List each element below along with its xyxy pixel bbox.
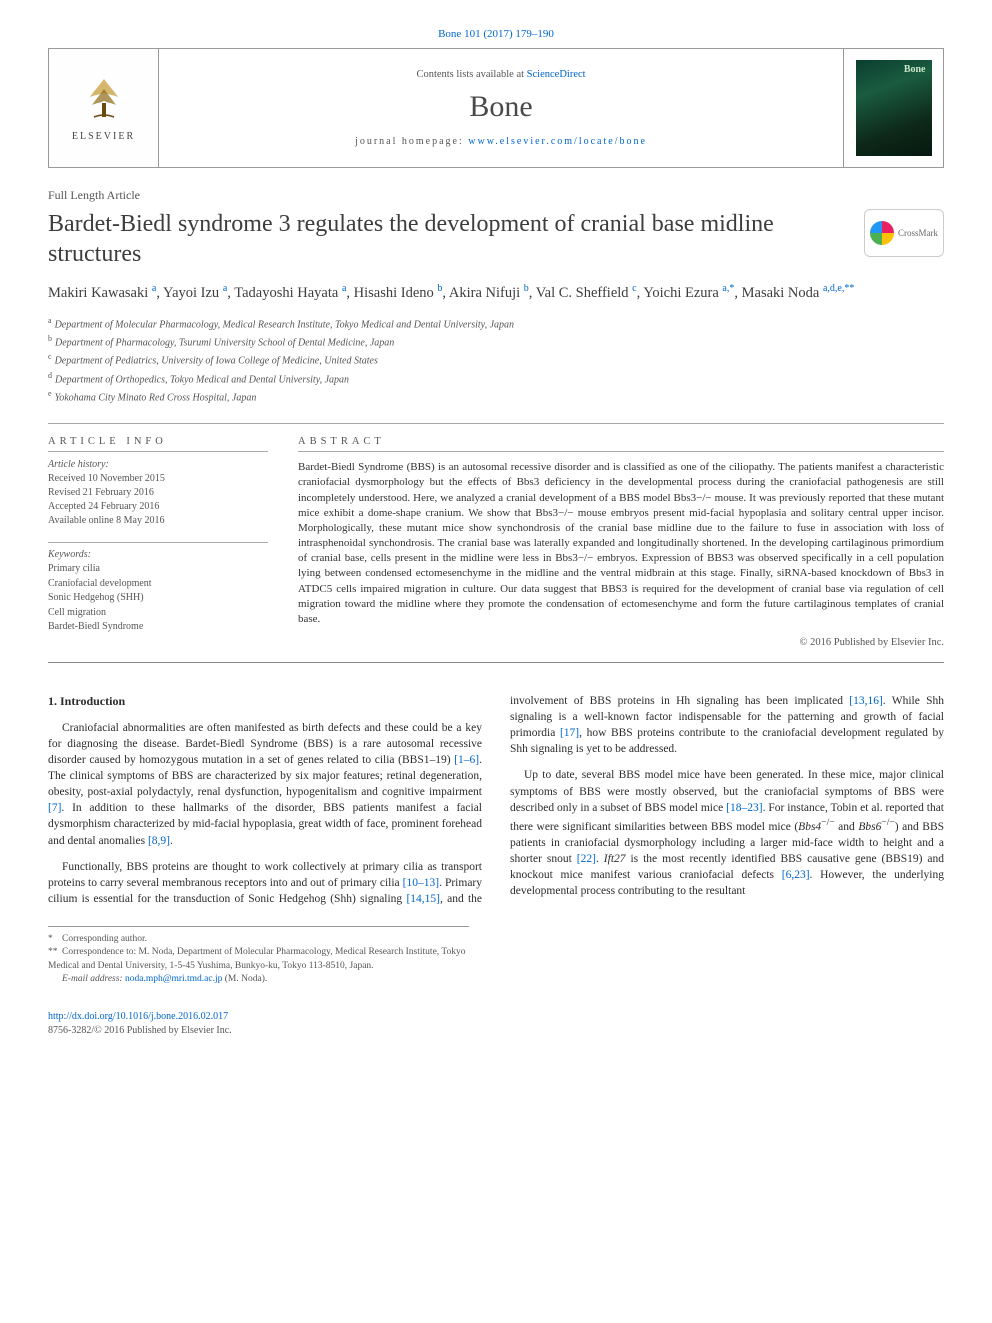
affiliation-line: bDepartment of Pharmacology, Tsurumi Uni… <box>48 333 944 350</box>
issn-copyright: 8756-3282/© 2016 Published by Elsevier I… <box>48 1024 944 1038</box>
body-paragraph: Craniofacial abnormalities are often man… <box>48 720 482 849</box>
keyword: Bardet-Biedl Syndrome <box>48 620 268 635</box>
affiliation-line: aDepartment of Molecular Pharmacology, M… <box>48 315 944 332</box>
history-line: Revised 21 February 2016 <box>48 486 268 500</box>
citation-header: Bone 101 (2017) 179–190 <box>48 28 944 40</box>
ref-link[interactable]: [6,23] <box>782 869 810 881</box>
keyword: Cell migration <box>48 606 268 621</box>
divider <box>48 423 944 424</box>
article-type: Full Length Article <box>48 188 944 203</box>
keyword: Primary cilia <box>48 562 268 577</box>
elsevier-tree-icon <box>80 75 128 123</box>
affiliation-line: dDepartment of Orthopedics, Tokyo Medica… <box>48 370 944 387</box>
ref-link[interactable]: [18–23] <box>726 802 762 814</box>
body-paragraph: Up to date, several BBS model mice have … <box>510 767 944 899</box>
email-suffix: (M. Noda). <box>222 974 267 984</box>
ref-link[interactable]: [14,15] <box>406 893 440 905</box>
ref-link[interactable]: [1–6] <box>454 754 479 766</box>
journal-cover-thumb <box>856 60 932 156</box>
ref-link[interactable]: [10–13] <box>403 877 439 889</box>
keywords: Primary ciliaCraniofacial developmentSon… <box>48 562 268 635</box>
abstract-copyright: © 2016 Published by Elsevier Inc. <box>298 637 944 648</box>
affiliation-line: eYokohama City Minato Red Cross Hospital… <box>48 388 944 405</box>
ref-link[interactable]: [17] <box>560 727 579 739</box>
footnote-text: Correspondence to: M. Noda, Department o… <box>48 947 466 970</box>
contents-line: Contents lists available at ScienceDirec… <box>416 69 585 80</box>
footnote-symbol: * <box>48 933 62 946</box>
ref-link[interactable]: [7] <box>48 802 61 814</box>
history-line: Received 10 November 2015 <box>48 472 268 486</box>
citation-link[interactable]: Bone 101 (2017) 179–190 <box>438 28 554 40</box>
crossmark-icon <box>870 221 894 245</box>
affiliation-line: cDepartment of Pediatrics, University of… <box>48 351 944 368</box>
doi-link[interactable]: http://dx.doi.org/10.1016/j.bone.2016.02… <box>48 1011 228 1022</box>
homepage-prefix: journal homepage: <box>355 136 468 147</box>
crossmark-badge[interactable]: CrossMark <box>864 209 944 257</box>
publisher-cell: ELSEVIER <box>49 49 159 167</box>
affiliations: aDepartment of Molecular Pharmacology, M… <box>48 315 944 406</box>
sciencedirect-link[interactable]: ScienceDirect <box>527 69 586 80</box>
footnotes: *Corresponding author. **Correspondence … <box>48 926 469 986</box>
abstract-text: Bardet-Biedl Syndrome (BBS) is an autoso… <box>298 460 944 627</box>
ref-link[interactable]: [22] <box>577 853 596 865</box>
contents-prefix: Contents lists available at <box>416 69 526 80</box>
email-label: E-mail address: <box>62 974 125 984</box>
keyword: Craniofacial development <box>48 577 268 592</box>
email-link[interactable]: noda.mph@mri.tmd.ac.jp <box>125 974 222 984</box>
keywords-label: Keywords: <box>48 549 268 560</box>
keyword: Sonic Hedgehog (SHH) <box>48 591 268 606</box>
footnote-text: Corresponding author. <box>62 934 147 944</box>
abstract-column: abstract Bardet-Biedl Syndrome (BBS) is … <box>298 436 944 648</box>
article-history: Article history: Received 10 November 20… <box>48 458 268 528</box>
intro-heading: 1. Introduction <box>48 693 482 710</box>
cover-cell <box>843 49 943 167</box>
history-line: Accepted 24 February 2016 <box>48 500 268 514</box>
ref-link[interactable]: [8,9] <box>148 835 170 847</box>
article-title: Bardet-Biedl syndrome 3 regulates the de… <box>48 209 848 269</box>
journal-name: Bone <box>469 90 532 124</box>
header-center: Contents lists available at ScienceDirec… <box>159 49 843 167</box>
article-info-heading: article info <box>48 436 268 447</box>
body-text: 1. Introduction Craniofacial abnormaliti… <box>48 693 944 908</box>
publisher-name: ELSEVIER <box>72 131 135 142</box>
ref-link[interactable]: [13,16] <box>849 695 883 707</box>
abstract-heading: abstract <box>298 436 944 447</box>
divider <box>48 662 944 663</box>
crossmark-label: CrossMark <box>898 228 938 238</box>
elsevier-logo: ELSEVIER <box>72 75 135 142</box>
journal-header: ELSEVIER Contents lists available at Sci… <box>48 48 944 168</box>
history-line: Available online 8 May 2016 <box>48 514 268 528</box>
homepage-line: journal homepage: www.elsevier.com/locat… <box>355 136 647 147</box>
authors: Makiri Kawasaki a, Yayoi Izu a, Tadayosh… <box>48 281 944 305</box>
footnote-symbol: ** <box>48 946 62 959</box>
footer: http://dx.doi.org/10.1016/j.bone.2016.02… <box>48 1010 944 1038</box>
history-label: Article history: <box>48 458 268 472</box>
article-info-column: article info Article history: Received 1… <box>48 436 268 648</box>
homepage-link[interactable]: www.elsevier.com/locate/bone <box>468 136 647 147</box>
